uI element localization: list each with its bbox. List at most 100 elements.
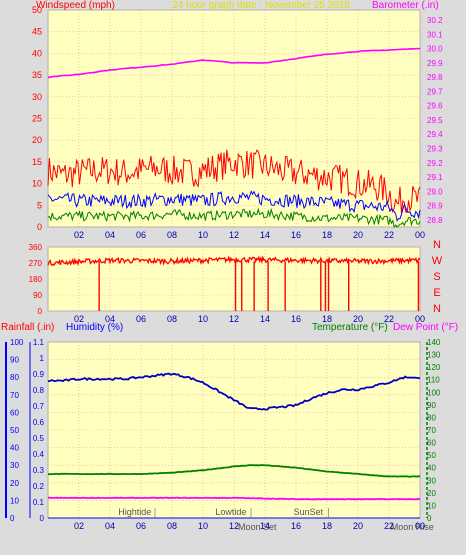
barometer-y-tick-label: 28.9 — [427, 202, 443, 211]
wind-y-tick-label: 10 — [32, 179, 42, 189]
climate-x-tick-label: 10 — [198, 521, 208, 531]
wind-y-tick-label: 20 — [32, 135, 42, 145]
rainfall-y-tick-label: 0.1 — [33, 498, 45, 507]
compass-letter: N — [433, 239, 441, 251]
wind-y-tick-label: 40 — [32, 48, 42, 58]
humidity-axis-title: Humidity (%) — [66, 322, 123, 333]
direction-x-tick-label: 12 — [229, 314, 239, 324]
rainfall-y-tick-label: 0.5 — [33, 434, 45, 443]
temperature-y-tick-label: 50 — [427, 451, 436, 460]
climate-x-tick-label: 20 — [353, 521, 363, 531]
wind-y-tick-label: 45 — [32, 27, 42, 37]
direction-y-tick-label: 360 — [29, 243, 43, 252]
rainfall-y-tick-label: 0.9 — [33, 370, 45, 379]
barometer-y-tick-label: 30.2 — [427, 16, 443, 25]
temperature-y-tick-label: 30 — [427, 476, 436, 485]
rainfall-y-tick-label: 0.4 — [33, 450, 45, 459]
graph-date-title: 24 hour graph date : November 25 2018 — [172, 0, 350, 11]
temperature-y-tick-label: 130 — [427, 351, 441, 360]
rainfall-y-tick-label: 1.1 — [33, 338, 45, 347]
temperature-y-tick-label: 120 — [427, 363, 441, 372]
wind-y-tick-label: 0 — [37, 222, 42, 232]
climate-x-tick-label: 14 — [260, 521, 270, 531]
tide-label: Moon Rise — [391, 522, 434, 532]
wind-x-tick-label: 04 — [105, 230, 115, 240]
wind-x-tick-label: 10 — [198, 230, 208, 240]
direction-y-tick-label: 180 — [29, 275, 43, 284]
wind-x-tick-label: 02 — [74, 230, 84, 240]
wind-x-tick-label: 00 — [415, 230, 425, 240]
climate-x-tick-label: 04 — [105, 521, 115, 531]
barometer-y-tick-label: 29.6 — [427, 102, 443, 111]
rainfall-y-tick-label: 1 — [40, 354, 45, 363]
tide-label: Lowtide — [215, 507, 246, 517]
rainfall-y-tick-label: 0.3 — [33, 466, 45, 475]
barometer-line — [47, 47, 421, 79]
compass-letter: E — [433, 287, 440, 299]
temperature-y-tick-label: 60 — [427, 439, 436, 448]
humidity-y-tick-label: 80 — [10, 373, 19, 382]
barometer-y-tick-label: 29.5 — [427, 116, 443, 125]
dew-point-line — [48, 496, 421, 501]
climate-x-tick-label: 06 — [136, 521, 146, 531]
barometer-y-tick-label: 28.8 — [427, 216, 443, 225]
temperature-y-tick-label: 80 — [427, 413, 436, 422]
climate-x-tick-label: 02 — [74, 521, 84, 531]
climate-x-tick-label: 12 — [229, 521, 239, 531]
compass-letter: N — [433, 303, 441, 315]
barometer-y-tick-label: 29.2 — [427, 159, 443, 168]
temperature-y-tick-label: 90 — [427, 401, 436, 410]
wind-y-tick-label: 35 — [32, 70, 42, 80]
windspeed-axis-title: Windspeed (mph) — [36, 0, 115, 11]
compass-letter: S — [433, 271, 440, 283]
direction-x-tick-label: 08 — [167, 314, 177, 324]
compass-letter: W — [432, 255, 443, 267]
direction-x-tick-label: 16 — [291, 314, 301, 324]
wind-x-tick-label: 06 — [136, 230, 146, 240]
wind-average-line — [47, 190, 421, 222]
wind-x-tick-label: 20 — [353, 230, 363, 240]
wind-y-tick-label: 50 — [32, 5, 42, 15]
wind-low-line — [47, 207, 421, 229]
humidity-y-tick-label: 70 — [10, 391, 19, 400]
wind-gust-line — [47, 149, 421, 214]
direction-y-tick-label: 0 — [38, 307, 43, 316]
barometer-y-tick-label: 30.0 — [427, 45, 443, 54]
temperature-line — [48, 464, 420, 478]
temperature-y-tick-label: 110 — [427, 376, 440, 385]
temperature-y-tick-label: 140 — [427, 338, 441, 347]
climate-x-tick-label: 18 — [322, 521, 332, 531]
tide-label: Moon Set — [238, 522, 277, 532]
temperature-y-tick-label: 10 — [427, 501, 436, 510]
humidity-y-tick-label: 0 — [10, 514, 15, 523]
direction-x-tick-label: 18 — [322, 314, 332, 324]
direction-y-tick-label: 90 — [33, 291, 42, 300]
wind-x-tick-label: 12 — [229, 230, 239, 240]
wind-y-tick-label: 5 — [37, 200, 42, 210]
direction-line — [47, 255, 421, 267]
humidity-y-tick-label: 30 — [10, 461, 19, 470]
climate-x-tick-label: 16 — [291, 521, 301, 531]
humidity-y-tick-label: 20 — [10, 479, 19, 488]
direction-x-tick-label: 04 — [105, 314, 115, 324]
temperature-y-tick-label: 70 — [427, 426, 436, 435]
temperature-y-tick-label: 100 — [427, 388, 441, 397]
wind-x-tick-label: 16 — [291, 230, 301, 240]
humidity-y-tick-label: 60 — [10, 408, 19, 417]
climate-x-tick-label: 22 — [384, 521, 394, 531]
tide-label: SunSet — [294, 507, 324, 517]
direction-x-tick-label: 02 — [74, 314, 84, 324]
tide-label: Hightide — [118, 507, 151, 517]
wind-x-tick-label: 08 — [167, 230, 177, 240]
humidity-y-tick-label: 90 — [10, 356, 19, 365]
rainfall-y-tick-label: 0.7 — [33, 402, 45, 411]
barometer-y-tick-label: 29.8 — [427, 73, 443, 82]
rainfall-y-tick-label: 0.6 — [33, 418, 45, 427]
climate-x-tick-label: 00 — [415, 521, 425, 531]
direction-x-tick-label: 06 — [136, 314, 146, 324]
barometer-y-tick-label: 29.7 — [427, 87, 443, 96]
rainfall-y-tick-label: 0 — [40, 514, 45, 523]
wind-y-tick-label: 15 — [32, 157, 42, 167]
temperature-axis-title: Temperature (°F) — [312, 322, 388, 333]
